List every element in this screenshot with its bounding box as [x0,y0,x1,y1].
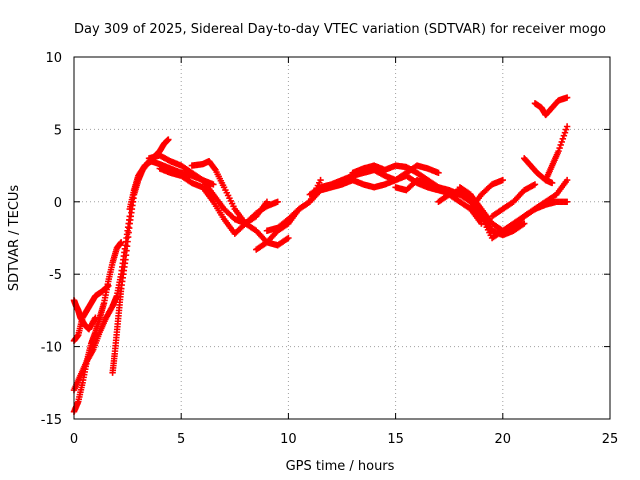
x-tick-label: 25 [602,432,619,447]
data-point [285,234,292,242]
data-point-interp [557,141,564,149]
data-point-interp [556,144,563,152]
y-tick-label: 5 [54,123,62,138]
y-tick-label: 0 [54,196,62,211]
plot-frame [73,56,611,420]
series-arc-19 [488,181,539,220]
data-points [70,94,571,415]
series-arc-1 [70,239,125,415]
series-arc-5 [109,285,125,376]
data-point-interp [211,165,218,173]
series-arc-4 [70,297,99,333]
data-point [317,176,324,184]
data-point [563,123,571,130]
series-arc-9 [156,165,281,237]
data-point [165,136,172,143]
data-point [531,181,539,188]
data-point [563,198,571,205]
data-point-interp [559,135,567,143]
y-tick-label: 10 [45,51,62,66]
x-tick-label: 10 [280,432,297,447]
x-axis-label: GPS time / hours [286,459,395,474]
data-point-interp [560,132,568,139]
data-point-interp [558,138,565,146]
x-tick-label: 15 [387,432,404,447]
data-point-interp [562,126,570,133]
y-tick-label: -15 [41,413,62,428]
data-point [555,147,562,155]
data-point [274,198,281,205]
data-point [105,282,112,289]
series-arc-20 [467,176,506,213]
y-tick-label: -5 [49,268,62,283]
series-arc-21 [531,176,571,213]
series-arc-23 [521,155,556,187]
data-point [563,176,571,184]
data-point [563,94,571,101]
series-arc-24 [531,94,571,119]
x-tick-label: 0 [70,432,78,447]
data-point [210,181,217,188]
data-point [548,179,556,187]
x-tick-label: 5 [177,432,185,447]
ticks: 0 5 10 15 20 25 -15 -10 -5 0 5 10 [41,51,619,447]
chart-title: Day 309 of 2025, Sidereal Day-to-day VTE… [74,22,606,37]
data-point-interp [561,129,569,136]
data-point [92,314,99,321]
y-axis-label: SDTVAR / TECUs [7,185,22,292]
data-point [499,176,506,184]
data-point [435,169,442,177]
x-tick-label: 20 [495,432,512,447]
data-point [521,220,528,227]
y-tick-label: -10 [41,341,62,356]
